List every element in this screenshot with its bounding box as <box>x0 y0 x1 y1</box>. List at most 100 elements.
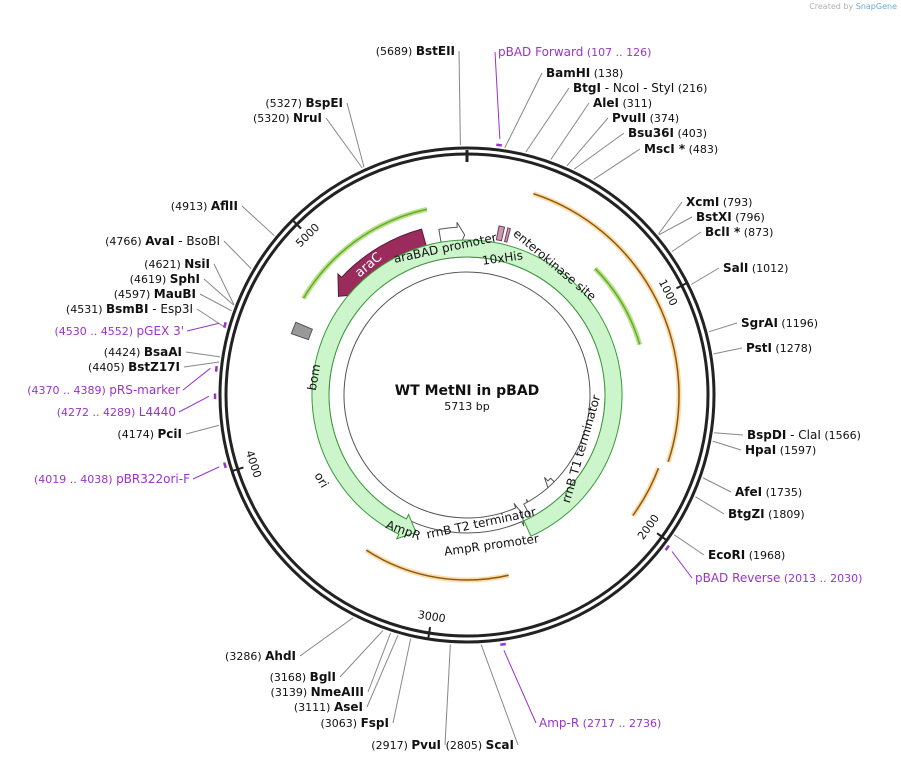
site-coord: (4913) <box>171 200 211 213</box>
site-coord: (138) <box>590 67 623 80</box>
primer-range: (4370 .. 4389) <box>27 384 109 397</box>
site-leader <box>658 201 683 235</box>
site-label: EcoRI (1968) <box>708 548 785 562</box>
site-name: PvuI <box>411 738 441 752</box>
site-name: PciI <box>158 427 183 441</box>
site-label: (4424) BsaAI <box>104 345 182 359</box>
site-right-3: PvuII (374) <box>566 111 679 167</box>
site-left-9: (4424) BsaAI <box>104 345 220 359</box>
site-leader <box>183 361 220 368</box>
site-name: EcoRI <box>708 548 745 562</box>
site-label: BtgZI (1809) <box>728 507 805 521</box>
site-coord: (374) <box>646 112 679 125</box>
primer-name: pBR322ori-F <box>116 472 190 486</box>
site-leader <box>695 496 725 515</box>
site-leader <box>573 132 625 170</box>
site-left-5: (4621) NsiI <box>144 257 235 305</box>
site-leader <box>658 216 693 236</box>
site-name: NsiI <box>184 257 210 271</box>
site-label: BspDI - ClaI (1566) <box>747 428 861 442</box>
site-right-7: BstXI (796) <box>658 210 765 236</box>
primer-5: (4370 .. 4389) pRS-marker <box>27 366 218 397</box>
primer-mark <box>664 544 670 551</box>
primer-leader <box>192 466 220 480</box>
primer-mark <box>496 143 502 147</box>
site-right-12: BspDI - ClaI (1566) <box>714 428 861 442</box>
snapgene-watermark: Created by SnapGene <box>809 2 897 11</box>
primer-leader <box>494 51 501 140</box>
site-leader <box>203 278 235 306</box>
plasmid-name: WT MetNI in pBAD <box>395 383 540 399</box>
feature-ampr <box>311 239 623 540</box>
site-right-2: AleI (311) <box>550 96 652 160</box>
site-label: (2917) PvuI <box>371 738 441 752</box>
site-leader <box>367 632 392 693</box>
site-name: AleI <box>593 96 619 110</box>
site-left-1: (5327) BspEI <box>265 96 365 168</box>
feature-label-ampr-promoter: AmpR promoter <box>443 531 539 558</box>
site-coord: (4174) <box>117 428 157 441</box>
watermark-prefix: Created by <box>809 2 854 11</box>
primer-label: (4019 .. 4038) pBR322ori-F <box>34 472 190 486</box>
site-right-1: BtgI - NcoI - StyI (216) <box>525 81 707 153</box>
site-label: AleI (311) <box>593 96 652 110</box>
primer-range: (4272 .. 4289) <box>57 406 139 419</box>
site-leader <box>366 635 399 708</box>
site-bottom-2: (3139) NmeAIII <box>271 632 392 699</box>
site-leader <box>241 205 275 237</box>
site-left-2: (5320) NruI <box>253 111 363 169</box>
site-label: SalI (1012) <box>723 261 788 275</box>
site-bottom-3: (3111) AseI <box>294 635 399 714</box>
site-coord: (3111) <box>294 701 334 714</box>
primer-range: (4530 .. 4552) <box>54 325 136 338</box>
primer-name: L4440 <box>139 405 176 419</box>
site-leader <box>673 534 705 556</box>
site-label: PstI (1278) <box>746 341 812 355</box>
site-left-0: (5689) BstEII <box>376 44 461 146</box>
site-label: BstXI (796) <box>696 210 765 224</box>
site-name: BamHI <box>546 66 590 80</box>
site-bottom-4: (3063) FspI <box>321 638 412 730</box>
primer-leader <box>178 395 210 413</box>
site-label: (3111) AseI <box>294 700 363 714</box>
tick-4000 <box>231 466 244 473</box>
site-leader <box>346 102 365 168</box>
primer-leader <box>503 650 537 724</box>
site-label: SgrAI (1196) <box>741 316 818 330</box>
site-left-6: (4619) SphI <box>130 272 235 306</box>
site-leader <box>199 293 232 312</box>
primer-range: (2013 .. 2030) <box>780 572 862 585</box>
site-bottom-6: (2805) ScaI <box>446 644 519 752</box>
site-left-4: (4766) AvaI - BsoBI <box>105 234 252 270</box>
site-name: SphI <box>170 272 200 286</box>
site-coord: (1278) <box>772 342 812 355</box>
site-coord: (216) <box>674 82 707 95</box>
site-coord: (2917) <box>371 739 411 752</box>
site-right-15: BtgZI (1809) <box>695 496 805 521</box>
site-label: XcmI (793) <box>686 195 752 209</box>
site-coord: (4424) <box>104 346 144 359</box>
site-leader <box>325 117 363 169</box>
site-name: BspEI <box>305 96 343 110</box>
site-leader <box>339 630 384 678</box>
primer-mark <box>223 462 227 469</box>
site-coord: (3168) <box>270 671 310 684</box>
site-coord: (3139) <box>271 686 311 699</box>
site-coord: (873) <box>740 226 773 239</box>
site-right-6: XcmI (793) <box>658 195 752 235</box>
site-right-13: HpaI (1597) <box>712 440 816 457</box>
primer-3: (4019 .. 4038) pBR322ori-F <box>34 462 227 486</box>
site-name: AseI <box>334 700 363 714</box>
site-coord: (5689) <box>376 45 416 58</box>
primer-name: pRS-marker <box>109 383 180 397</box>
primer-range: (2717 .. 2736) <box>579 717 661 730</box>
site-name: AvaI <box>145 234 174 248</box>
site-right-0: BamHI (138) <box>504 66 623 149</box>
site-right-16: EcoRI (1968) <box>673 534 785 562</box>
site-leader <box>444 644 451 746</box>
orf-arc-1 <box>533 192 680 463</box>
orf-arc-3-glow <box>364 548 510 583</box>
site-name: BstZ17I <box>128 360 180 374</box>
site-name: BtgI <box>573 81 601 95</box>
site-label: (4405) BstZ17I <box>88 360 180 374</box>
